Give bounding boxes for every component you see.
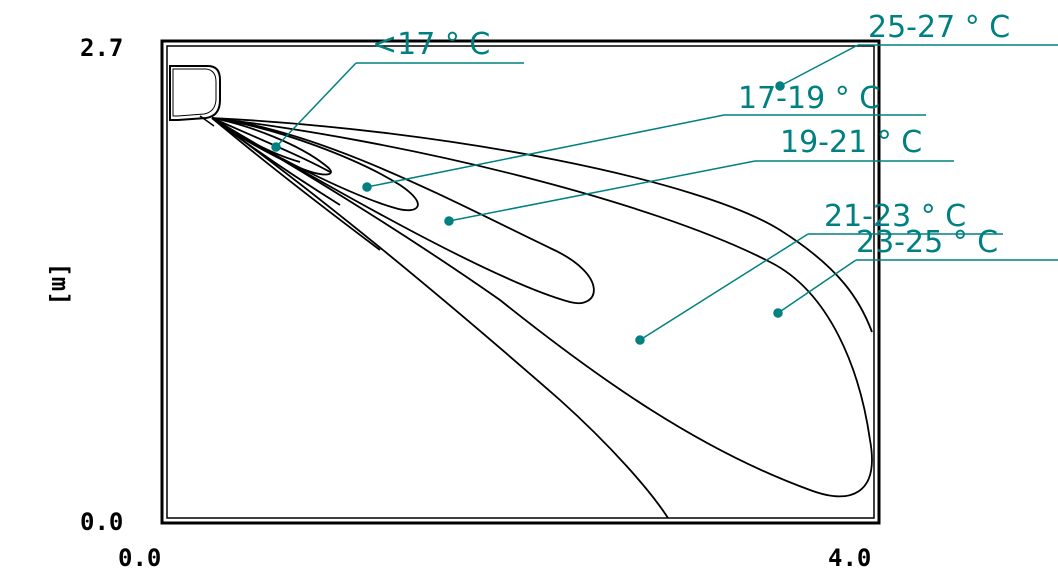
y-tick-bottom: 0.0 [80, 508, 123, 536]
contour-21-23 [211, 117, 873, 498]
y-tick-top: 2.7 [80, 34, 123, 62]
callout-dot-25-27 [775, 81, 785, 91]
zone-callouts [271, 44, 1058, 345]
callout-dot-17-19 [362, 182, 372, 192]
contour-lower-boundary [211, 117, 669, 519]
contour-lines [211, 117, 873, 519]
callout-dot-23-25 [773, 308, 783, 318]
callout-line-17-19 [366, 114, 725, 188]
zone-labels: <17 ° C 25-27 ° C 17-19 ° C 19-21 ° C 21… [372, 10, 1010, 260]
contour-17-19 [211, 117, 419, 212]
callout-dot-19-21 [444, 216, 454, 226]
callout-line-23-25 [777, 259, 857, 314]
contour-inner-c [211, 117, 381, 251]
zone-label-21-23: 21-23 ° C [824, 199, 966, 234]
contour-below-17 [211, 117, 332, 176]
zone-label-23-25: 23-25 ° C [856, 225, 998, 260]
y-axis-label: [m] [46, 262, 74, 305]
callout-dot-21-23 [635, 335, 645, 345]
contour-inner-b [211, 117, 341, 206]
air-conditioner-icon [169, 65, 221, 127]
x-tick-right: 4.0 [828, 544, 871, 572]
contour-19-21 [211, 117, 595, 305]
zone-label-19-21: 19-21 ° C [780, 125, 922, 160]
contour-23-25 [211, 117, 873, 333]
callout-dot-below-17 [271, 142, 281, 152]
callout-line-21-23 [639, 233, 809, 341]
zone-label-25-27: 25-27 ° C [868, 10, 1010, 45]
room-frame-outer [160, 39, 881, 525]
x-tick-left: 0.0 [118, 544, 161, 572]
callout-line-below-17 [275, 62, 357, 148]
zone-label-below-17: <17 ° C [372, 27, 490, 62]
zone-label-17-19: 17-19 ° C [738, 81, 880, 116]
callout-line-25-27 [779, 44, 859, 87]
contour-inner-d [211, 117, 301, 163]
room-frame-inner [166, 45, 875, 519]
callout-line-19-21 [448, 160, 756, 222]
